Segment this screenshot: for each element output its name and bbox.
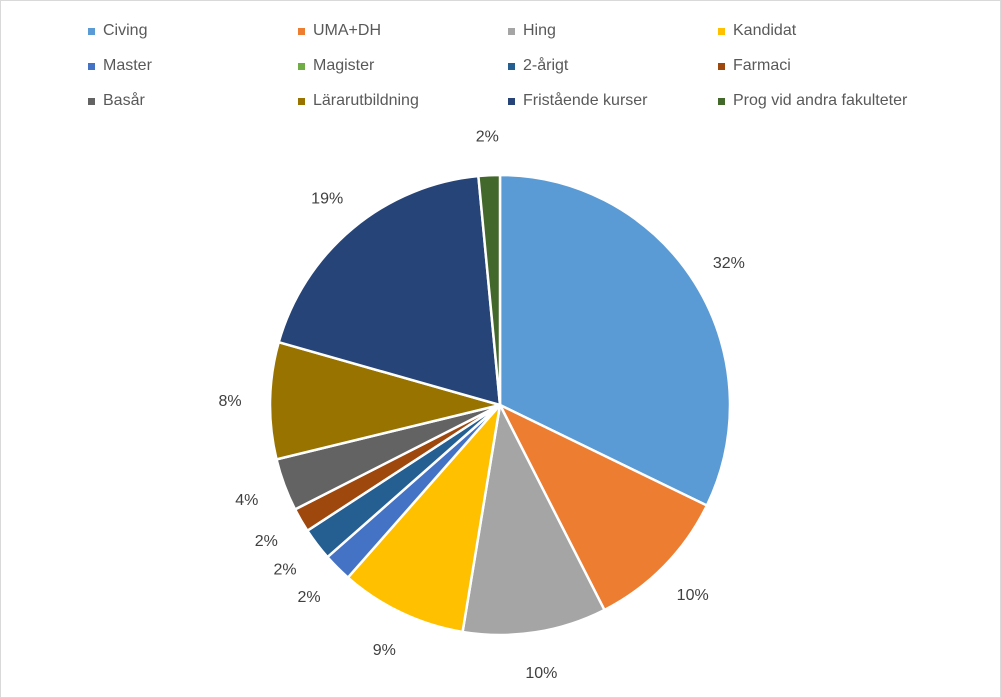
data-label-lärarutbildning: 8% [218, 393, 241, 410]
legend-item-hing: Hing [508, 22, 556, 40]
legend-swatch [718, 97, 725, 105]
legend-item-fristaende-kurser: Fristående kurser [508, 92, 648, 110]
data-label-civing: 32% [713, 255, 745, 272]
legend-label: 2-årigt [523, 57, 569, 74]
legend-swatch [88, 97, 95, 105]
data-label-prog-vid-andra-fakulteter: 2% [476, 128, 499, 145]
legend-item-farmaci: Farmaci [718, 57, 791, 75]
legend: Civing UMA+DH Hing Kandidat Master Magis… [0, 0, 1001, 120]
legend-label: Prog vid andra fakulteter [733, 92, 908, 109]
legend-item-lararutbildning: Lärarutbildning [298, 92, 419, 110]
legend-item-2-arigt: 2-årigt [508, 57, 568, 75]
legend-label: Lärarutbildning [313, 92, 419, 109]
legend-label: Civing [103, 22, 148, 39]
legend-item-master: Master [88, 57, 152, 75]
pie-slice-fristående-kurser [277, 174, 502, 407]
data-label-2-årigt: 2% [274, 562, 297, 579]
data-label-farmaci: 2% [255, 533, 278, 550]
legend-item-prog-vid-andra-fakulteter: Prog vid andra fakulteter [718, 92, 907, 110]
legend-swatch [88, 27, 95, 35]
legend-item-uma-dh: UMA+DH [298, 22, 381, 40]
pie-slice-hing [461, 403, 606, 637]
legend-swatch [508, 62, 515, 70]
legend-label: Basår [103, 92, 145, 109]
legend-item-basar: Basår [88, 92, 145, 110]
data-label-master: 2% [298, 589, 321, 606]
legend-label: Master [103, 57, 152, 74]
legend-swatch [718, 27, 725, 35]
legend-swatch [298, 27, 305, 35]
legend-label: Farmaci [733, 57, 791, 74]
pie-slice-uma-dh [498, 403, 709, 612]
legend-swatch [508, 97, 515, 105]
legend-label: Kandidat [733, 22, 797, 39]
legend-item-kandidat: Kandidat [718, 22, 796, 40]
data-label-kandidat: 9% [373, 642, 396, 659]
data-label-fristående-kurser: 19% [311, 191, 343, 208]
pie-slice-civing [498, 173, 732, 507]
pie-slice-prog-vid-andra-fakulteter [477, 173, 502, 407]
data-label-hing: 10% [525, 665, 557, 682]
legend-label: UMA+DH [313, 22, 382, 39]
legend-item-civing: Civing [88, 22, 147, 40]
legend-item-magister: Magister [298, 57, 374, 75]
legend-swatch [298, 62, 305, 70]
data-label-uma-dh: 10% [677, 587, 709, 604]
data-label-basår: 4% [235, 492, 258, 509]
legend-label: Hing [523, 22, 556, 39]
legend-swatch [508, 27, 515, 35]
legend-label: Fristående kurser [523, 92, 648, 109]
pie-slice-kandidat [346, 403, 502, 634]
legend-swatch [718, 62, 725, 70]
legend-swatch [298, 97, 305, 105]
legend-swatch [88, 62, 95, 70]
legend-label: Magister [313, 57, 375, 74]
pie-slice-lärarutbildning [268, 340, 502, 461]
